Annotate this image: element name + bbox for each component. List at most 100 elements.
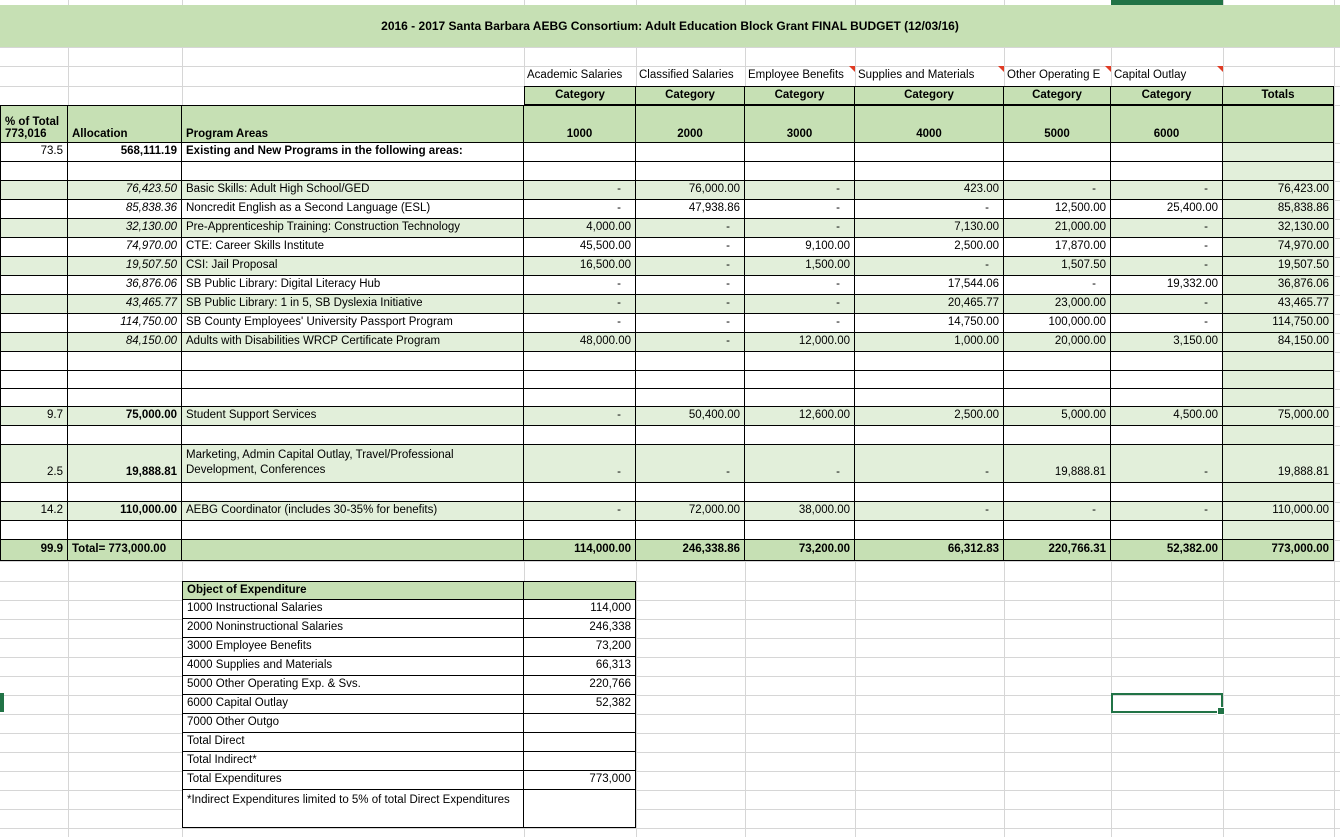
fill-handle[interactable] [1217, 707, 1225, 715]
allocation-header-cell[interactable]: Allocation [68, 105, 182, 143]
cell-total[interactable]: 43,465.77 [1223, 295, 1334, 314]
cell-total[interactable]: 773,000.00 [1223, 540, 1334, 561]
cell-5000[interactable]: 12,500.00 [1004, 200, 1111, 219]
cell-allocation[interactable]: 85,838.36 [68, 200, 182, 219]
cell-2000[interactable]: 50,400.00 [636, 407, 745, 426]
cell-1000[interactable] [524, 143, 636, 162]
cell-2000[interactable]: - [636, 219, 745, 238]
cell-1000[interactable]: - [524, 407, 636, 426]
cell-2000[interactable]: 47,938.86 [636, 200, 745, 219]
column-group-academic-salaries[interactable]: Academic Salaries [524, 66, 636, 86]
cell-3000[interactable] [745, 426, 855, 445]
cell-allocation[interactable] [68, 521, 182, 540]
expenditure-label-cell[interactable]: 6000 Capital Outlay [182, 695, 524, 714]
cell-1000[interactable]: - [524, 276, 636, 295]
cell-2000[interactable]: - [636, 445, 745, 483]
cell-3000[interactable]: - [745, 219, 855, 238]
column-group-capital-outlay[interactable]: Capital Outlay [1111, 66, 1223, 86]
cell-5000[interactable] [1004, 162, 1111, 181]
cell-2000[interactable] [636, 371, 745, 389]
cell-allocation[interactable] [68, 371, 182, 389]
cell-total[interactable]: 19,888.81 [1223, 445, 1334, 483]
cell-4000[interactable]: 14,750.00 [855, 314, 1004, 333]
cell-5000[interactable]: - [1004, 181, 1111, 200]
cell-pct[interactable] [0, 314, 68, 333]
cell-4000[interactable]: - [855, 502, 1004, 521]
cell-allocation[interactable] [68, 352, 182, 371]
expenditure-value-cell[interactable]: 773,000 [524, 771, 636, 790]
expenditure-value-cell[interactable]: 220,766 [524, 676, 636, 695]
cell-allocation[interactable]: 19,888.81 [68, 445, 182, 483]
expenditure-label-cell[interactable]: 1000 Instructional Salaries [182, 600, 524, 619]
cell-2000[interactable] [636, 389, 745, 407]
expenditure-value-cell[interactable]: 246,338 [524, 619, 636, 638]
cell-total[interactable]: 36,876.06 [1223, 276, 1334, 295]
pct-header-cell[interactable]: % of Total 773,016 [0, 105, 68, 143]
cell-allocation[interactable]: 32,130.00 [68, 219, 182, 238]
category-header-cell[interactable]: Category [1004, 86, 1111, 105]
cell-total[interactable]: 76,423.00 [1223, 181, 1334, 200]
cell-4000[interactable]: 17,544.06 [855, 276, 1004, 295]
cell-1000[interactable]: 114,000.00 [524, 540, 636, 561]
comment-indicator-icon[interactable] [1105, 66, 1111, 72]
cell-1000[interactable]: 4,000.00 [524, 219, 636, 238]
cell-6000[interactable]: - [1111, 181, 1223, 200]
cell-1000[interactable] [524, 352, 636, 371]
cell-3000[interactable] [745, 521, 855, 540]
category-header-cell[interactable]: Category [855, 86, 1004, 105]
code-header-cell-3000[interactable]: 3000 [745, 105, 855, 143]
cell-4000[interactable]: 66,312.83 [855, 540, 1004, 561]
cell-6000[interactable]: - [1111, 219, 1223, 238]
cell-pct[interactable] [0, 371, 68, 389]
totals-blank-header-cell[interactable] [1223, 105, 1334, 143]
expenditure-value-cell[interactable]: 114,000 [524, 600, 636, 619]
code-header-cell-4000[interactable]: 4000 [855, 105, 1004, 143]
cell-1000[interactable] [524, 426, 636, 445]
cell-2000[interactable]: 76,000.00 [636, 181, 745, 200]
cell-5000[interactable] [1004, 352, 1111, 371]
cell-1000[interactable] [524, 371, 636, 389]
cell-4000[interactable]: - [855, 257, 1004, 276]
cell-4000[interactable] [855, 352, 1004, 371]
cell-6000[interactable]: - [1111, 314, 1223, 333]
cell-3000[interactable]: - [745, 295, 855, 314]
cell-3000[interactable] [745, 389, 855, 407]
cell-allocation[interactable]: 568,111.19 [68, 143, 182, 162]
cell-program[interactable] [182, 426, 524, 445]
expenditure-value-cell[interactable] [524, 733, 636, 752]
cell-3000[interactable]: 12,600.00 [745, 407, 855, 426]
cell-allocation[interactable] [68, 162, 182, 181]
cell-3000[interactable] [745, 352, 855, 371]
cell-4000[interactable] [855, 162, 1004, 181]
comment-indicator-icon[interactable] [1217, 66, 1223, 72]
cell-6000[interactable]: - [1111, 238, 1223, 257]
expenditure-value-cell[interactable] [524, 581, 636, 600]
expenditure-label-cell[interactable]: 2000 Noninstructional Salaries [182, 619, 524, 638]
cell-2000[interactable]: - [636, 314, 745, 333]
cell-1000[interactable] [524, 389, 636, 407]
cell-6000[interactable]: 19,332.00 [1111, 276, 1223, 295]
cell-3000[interactable]: 38,000.00 [745, 502, 855, 521]
cell-2000[interactable] [636, 426, 745, 445]
cell-4000[interactable]: 423.00 [855, 181, 1004, 200]
cell-program[interactable] [182, 352, 524, 371]
column-group-employee-benefits[interactable]: Employee Benefits [745, 66, 855, 86]
cell-4000[interactable]: - [855, 445, 1004, 483]
cell-2000[interactable]: - [636, 276, 745, 295]
cell-2000[interactable] [636, 162, 745, 181]
cell-pct[interactable]: 14.2 [0, 502, 68, 521]
cell-total[interactable] [1223, 352, 1334, 371]
cell-1000[interactable]: - [524, 181, 636, 200]
cell-pct[interactable] [0, 295, 68, 314]
cell-pct[interactable] [0, 276, 68, 295]
cell-pct[interactable]: 2.5 [0, 445, 68, 483]
totals-header-cell[interactable]: Totals [1223, 86, 1334, 105]
cell-total[interactable]: 19,507.50 [1223, 257, 1334, 276]
expenditure-label-cell[interactable]: 7000 Other Outgo [182, 714, 524, 733]
cell-3000[interactable] [745, 371, 855, 389]
cell-program[interactable] [182, 389, 524, 407]
cell-6000[interactable]: - [1111, 502, 1223, 521]
cell-3000[interactable]: - [745, 200, 855, 219]
cell-3000[interactable] [745, 162, 855, 181]
cell-3000[interactable]: 73,200.00 [745, 540, 855, 561]
